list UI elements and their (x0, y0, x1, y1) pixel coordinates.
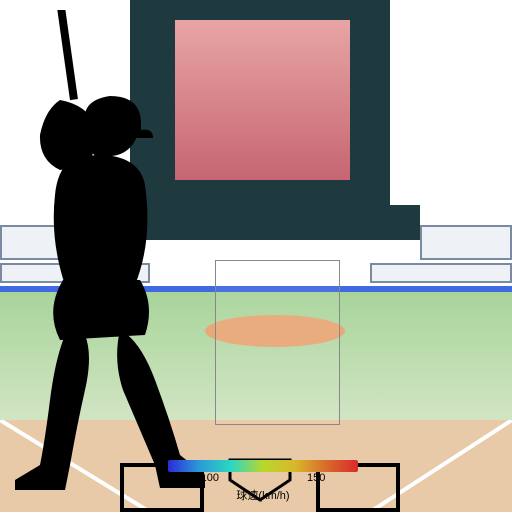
batter-silhouette (5, 10, 235, 490)
stand-right-lower (370, 263, 512, 283)
legend-tick-150: 150 (307, 472, 325, 484)
stand-right-upper (420, 225, 512, 260)
legend-tick-100: 100 (201, 472, 219, 484)
legend-ticks: 100 150 (168, 472, 358, 486)
legend-colorbar (168, 460, 358, 472)
speed-legend: 100 150 球速(km/h) (168, 460, 358, 503)
legend-label: 球速(km/h) (168, 487, 358, 503)
